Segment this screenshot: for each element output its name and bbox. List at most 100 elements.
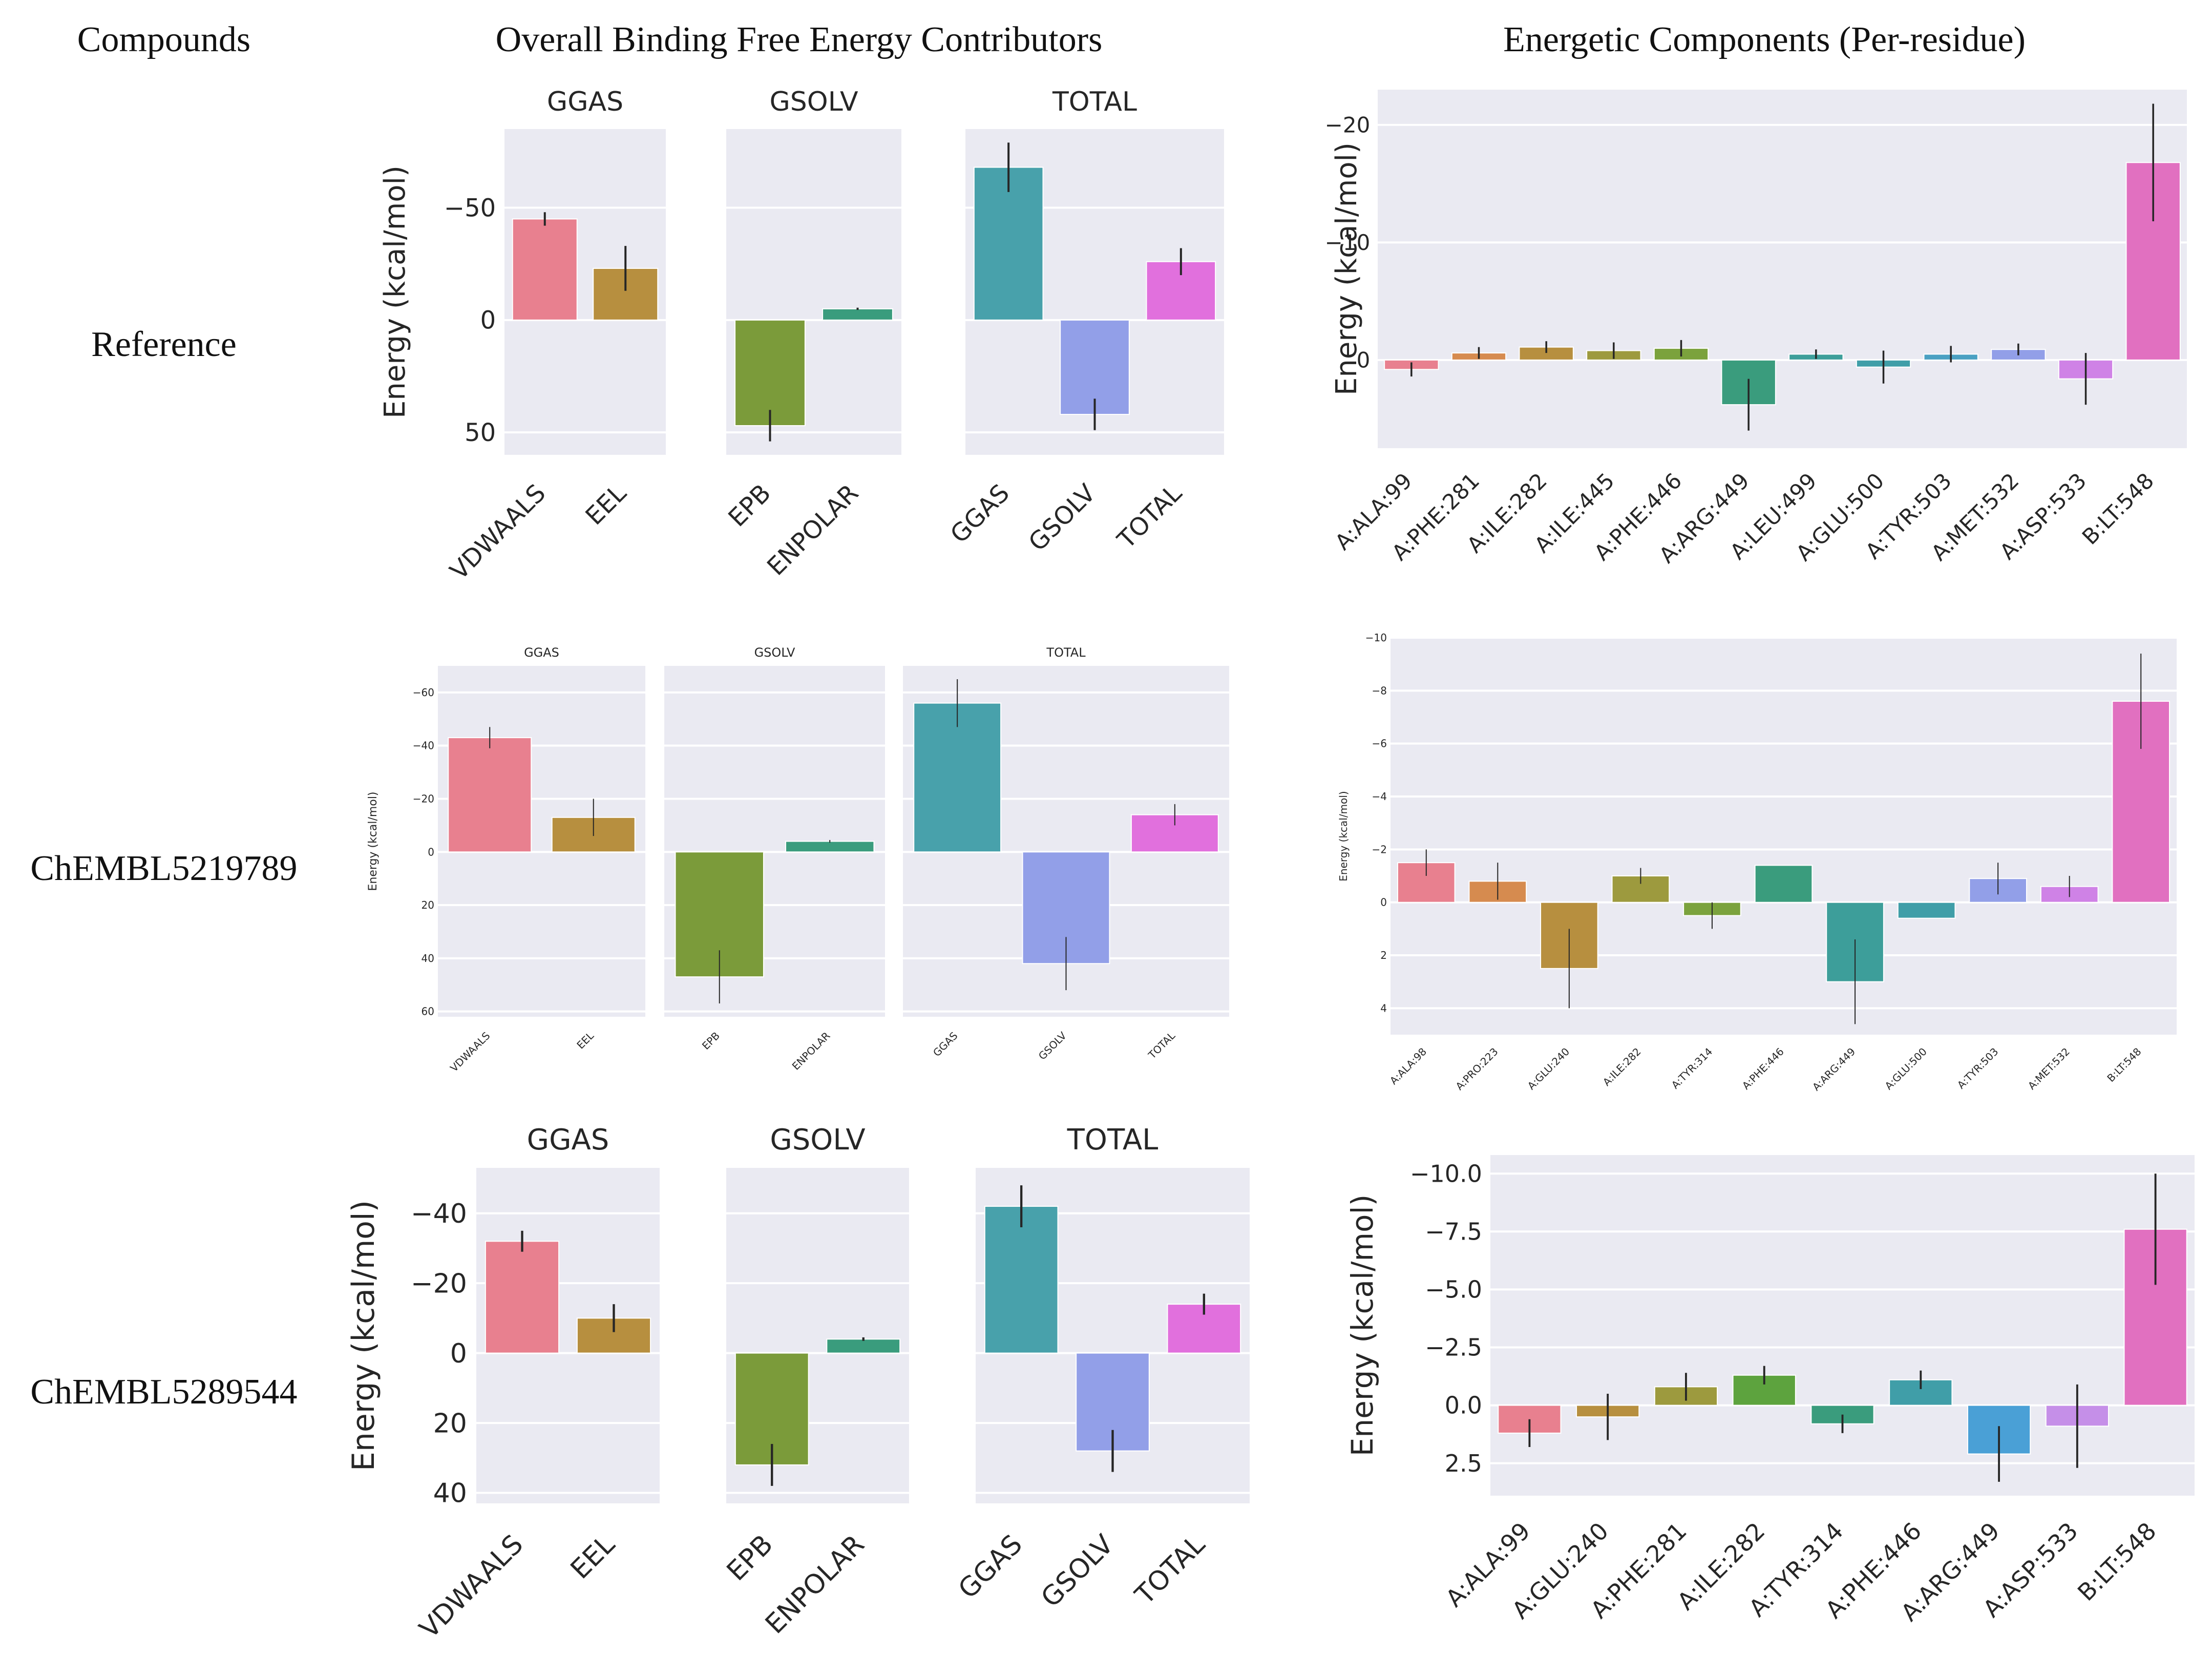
- reference-overall-panel-ggas-bar-vdwaals: [512, 218, 578, 321]
- chembl5219789-residue-xtick-a-tyr-503: A:TYR:503: [1955, 1045, 2001, 1092]
- chembl5289544-residue-background: [1490, 1155, 2195, 1496]
- reference-overall-panel-ggas-ytick: 0: [480, 306, 496, 335]
- chembl5219789-residue-ytick: −2: [1372, 843, 1387, 855]
- chembl5289544-overall-panel-total-bar-ggas: [984, 1206, 1059, 1354]
- reference-overall-panel-total-bar-gsolv: [1060, 319, 1130, 415]
- chembl5219789-overall-panel-gsolv: EPB ENPOLAR GSOLV: [664, 645, 885, 1073]
- chembl5289544-residue-ytick: −7.5: [1425, 1218, 1482, 1245]
- chembl5289544-overall-panel-gsolv-title: GSOLV: [770, 1123, 865, 1157]
- reference-residue-xtick-b-lt-548: B:LT:548: [2077, 468, 2159, 550]
- chembl5219789-overall-panel-ggas-ytick: 60: [422, 1005, 434, 1018]
- chembl5289544-overall-panel-gsolv-xtick-epb: EPB: [721, 1529, 779, 1587]
- chembl5219789-overall-panel-gsolv-title: GSOLV: [754, 645, 795, 660]
- chembl5219789-overall-ylabel: Energy (kcal/mol): [367, 791, 380, 891]
- chembl5219789-residue-xtick-a-arg-449: A:ARG:449: [1810, 1045, 1858, 1093]
- reference-overall-panel-gsolv-bar-epb: [734, 319, 806, 426]
- reference-overall-panel-total-xtick-gsolv: GSOLV: [1023, 479, 1102, 557]
- chembl5289544-overall-panel-ggas-ytick: −20: [411, 1268, 467, 1299]
- reference-overall-panel-ggas-xtick-vdwaals: VDWAALS: [445, 479, 551, 585]
- chembl5219789-residue-xtick-a-ala-98: A:ALA:98: [1387, 1045, 1429, 1087]
- compounds-header: Compounds: [77, 20, 250, 59]
- chembl5219789-overall-panel-ggas-ytick: 0: [428, 846, 434, 858]
- reference-overall-panel-gsolv-xtick-enpolar: ENPOLAR: [762, 479, 864, 581]
- reference-residue-ylabel: Energy (kcal/mol): [1330, 142, 1363, 395]
- chembl5219789-residue-xtick-a-tyr-314: A:TYR:314: [1669, 1045, 1715, 1092]
- chembl5219789-residue-xtick-a-glu-240: A:GLU:240: [1525, 1045, 1572, 1092]
- reference-overall-panel-ggas-title: GGAS: [547, 87, 623, 117]
- chembl5289544-overall-panel-ggas-ytick: −40: [411, 1199, 467, 1229]
- chembl5219789-overall-panel-total-xtick-total: TOTAL: [1146, 1029, 1178, 1061]
- chembl5219789-overall-panel-ggas-bar-vdwaals: [448, 737, 532, 853]
- chembl5219789-residue-xtick-a-met-532: A:MET:532: [2026, 1045, 2072, 1092]
- row-label-chembl5289544: ChEMBL5289544: [30, 1372, 297, 1412]
- reference-overall-panel-ggas-ytick: −50: [444, 194, 496, 222]
- reference-residue-ytick: −20: [1325, 113, 1371, 138]
- chembl5219789-overall-panel-ggas-ytick: 40: [422, 952, 434, 965]
- chembl5219789-residue-chart: A:ALA:98 A:PRO:223 A:GLU:240 A:ILE:282 A:TYR…: [1337, 632, 2177, 1093]
- chembl5219789-overall-panel-ggas-ytick: −40: [413, 740, 434, 752]
- chembl5219789-residue-ytick: −4: [1372, 790, 1387, 803]
- reference-overall-panel-total-bar-ggas: [973, 166, 1044, 321]
- chembl5289544-overall-panel-total-xtick-total: TOTAL: [1129, 1529, 1211, 1611]
- chembl5289544-overall-panel-ggas-ytick: 40: [433, 1478, 467, 1509]
- chembl5289544-overall-panel-total-xtick-ggas: GGAS: [953, 1529, 1028, 1605]
- chembl5289544-residue-xtick-b-lt-548: B:LT:548: [2072, 1517, 2161, 1606]
- chembl5289544-overall-ylabel: Energy (kcal/mol): [346, 1200, 382, 1471]
- chembl5289544-overall-panel-gsolv-xtick-enpolar: ENPOLAR: [760, 1529, 870, 1640]
- chembl5219789-residue-xtick-a-pro-223: A:PRO:223: [1453, 1045, 1500, 1093]
- chembl5289544-overall-panel-ggas: VDWAALS EEL GGAS −40 −20 0 20 40: [411, 1123, 660, 1645]
- chembl5219789-overall-panel-ggas-ytick: 20: [422, 899, 434, 911]
- chembl5289544-overall-panel-total-title: TOTAL: [1067, 1123, 1158, 1157]
- chembl5219789-residue-ytick: −6: [1372, 738, 1387, 750]
- reference-overall-panel-ggas-xtick-eel: EEL: [580, 478, 633, 531]
- reference-residue-ytick: 0: [1357, 348, 1371, 373]
- chembl5219789-overall-panel-total-title: TOTAL: [1046, 645, 1086, 660]
- chembl5219789-residue-bar-a-phe-446: [1754, 865, 1813, 903]
- chembl5219789-overall-panel-gsolv-xtick-enpolar: ENPOLAR: [790, 1030, 833, 1073]
- chembl5219789-residue-ytick: 0: [1380, 896, 1387, 909]
- chembl5289544-overall-panel-ggas-title: GGAS: [527, 1123, 609, 1157]
- chembl5289544-overall-panel-ggas-ytick: 20: [433, 1408, 467, 1439]
- chembl5219789-overall-panel-ggas: VDWAALS EEL GGAS −60 −40 −20 0 20 40 60: [413, 645, 645, 1074]
- chembl5289544-residue-ytick: 2.5: [1445, 1450, 1482, 1477]
- chembl5289544-overall-panel-ggas-ytick: 0: [450, 1338, 467, 1369]
- reference-residue-chart: A:ALA:99A:PHE:281A:ILE:282A:ILE:445A:PHE…: [1325, 90, 2187, 568]
- chembl5289544-residue-ytick: −5.0: [1425, 1275, 1482, 1303]
- chembl5219789-overall-panel-ggas-title: GGAS: [524, 645, 559, 660]
- chembl5289544-residue-ytick: 0.0: [1445, 1392, 1482, 1419]
- chembl5289544-overall-panel-ggas-xtick-vdwaals: VDWAALS: [414, 1529, 529, 1644]
- chembl5289544-residue-ytick: −10.0: [1410, 1160, 1482, 1187]
- chembl5219789-overall-panel-ggas-xtick-vdwaals: VDWAALS: [448, 1030, 492, 1074]
- chembl5219789-overall-panel-ggas-ytick: −60: [413, 686, 434, 699]
- chembl5289544-overall-panel-total-xtick-gsolv: GSOLV: [1035, 1529, 1120, 1613]
- reference-residue-ytick: −10: [1325, 230, 1371, 255]
- reference-overall-panel-total-xtick-total: TOTAL: [1112, 478, 1188, 554]
- row-label-chembl5219789: ChEMBL5219789: [30, 849, 297, 888]
- chembl5219789-overall-chart: VDWAALS EEL GGAS −60 −40 −20 0 20 40 60 EPB ENPOLAR…: [367, 645, 1229, 1074]
- chembl5219789-overall-panel-total: GGAS GSOLV TOTAL TOTAL: [903, 645, 1229, 1062]
- chembl5219789-overall-panel-gsolv-bar-enpolar: [785, 841, 875, 853]
- per-residue-header: Energetic Components (Per-residue): [1503, 20, 2026, 59]
- reference-overall-panel-total-title: TOTAL: [1052, 87, 1137, 117]
- chembl5219789-overall-panel-ggas-ytick: −20: [413, 792, 434, 805]
- chembl5219789-residue-xtick-a-glu-500: A:GLU:500: [1882, 1045, 1929, 1092]
- chembl5219789-overall-panel-total-xtick-ggas: GGAS: [931, 1030, 960, 1059]
- chembl5289544-overall-panel-ggas-bar-vdwaals: [484, 1241, 560, 1354]
- reference-residue-background: [1378, 90, 2187, 448]
- chembl5219789-residue-xtick-b-lt-548: B:LT:548: [2104, 1045, 2143, 1084]
- reference-overall-panel-ggas: VDWAALS EEL GGAS −50 0 50: [444, 87, 666, 585]
- chembl5219789-residue-ytick: −8: [1372, 684, 1387, 697]
- chembl5219789-overall-panel-ggas-xtick-eel: EEL: [574, 1029, 596, 1051]
- chembl5289544-overall-panel-gsolv-bar-enpolar: [826, 1338, 901, 1354]
- chembl5289544-residue-chart: A:ALA:99A:GLU:240A:PHE:281A:ILE:282A:TYR…: [1345, 1155, 2195, 1626]
- chembl5219789-residue-ylabel: Energy (kcal/mol): [1337, 791, 1350, 881]
- chembl5219789-overall-panel-gsolv-xtick-epb: EPB: [700, 1030, 722, 1052]
- chembl5219789-residue-bar-a-glu-500: [1897, 902, 1956, 919]
- overall-header: Overall Binding Free Energy Contributors: [496, 20, 1103, 59]
